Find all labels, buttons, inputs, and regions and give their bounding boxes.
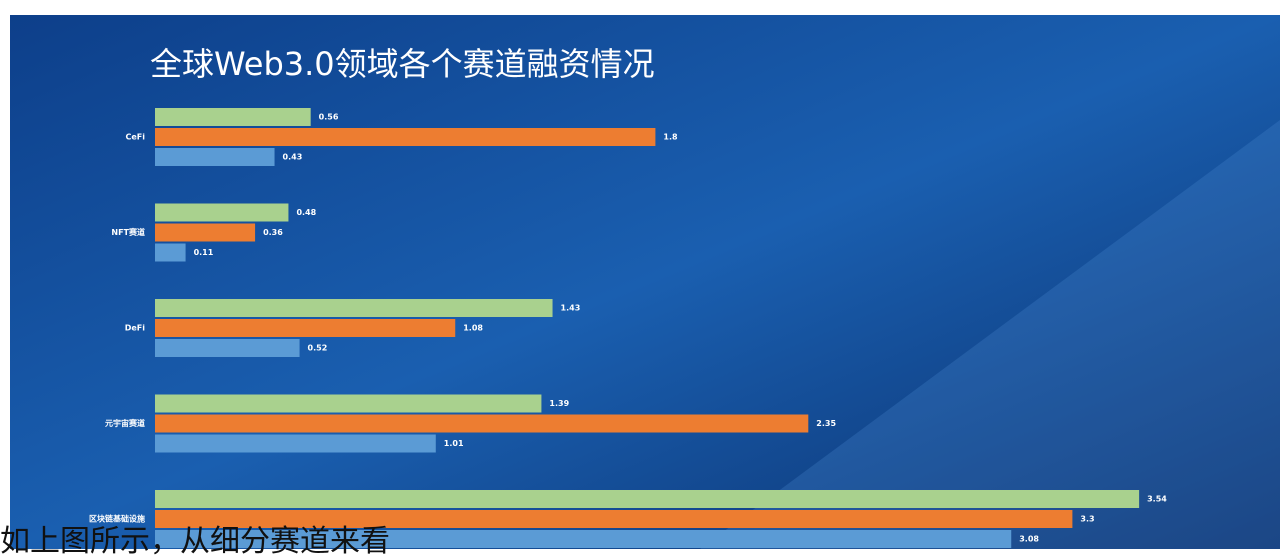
- bar: [155, 299, 553, 317]
- bar: [155, 434, 436, 453]
- bar: [155, 339, 300, 357]
- bar: [155, 148, 275, 166]
- value-label: 2.35: [816, 419, 836, 428]
- category-label: 元宇宙赛道: [105, 418, 145, 428]
- bar: [155, 510, 1073, 528]
- bar: [155, 243, 186, 262]
- value-label: 0.52: [308, 344, 328, 353]
- bar: [155, 530, 1012, 548]
- value-label: 0.48: [296, 208, 316, 217]
- bar: [155, 490, 1140, 508]
- category-label: NFT赛道: [111, 227, 145, 237]
- bar: [155, 108, 311, 126]
- bar: [155, 223, 256, 242]
- bar: [155, 414, 809, 433]
- bar: [155, 394, 542, 413]
- value-label: 0.43: [283, 153, 303, 162]
- value-label: 0.36: [263, 228, 283, 237]
- value-label: 0.11: [194, 248, 214, 257]
- bar: [155, 319, 456, 337]
- decor: [700, 120, 1280, 549]
- value-label: 3.08: [1019, 535, 1039, 544]
- category-label: DeFi: [125, 324, 146, 333]
- bar: [155, 128, 656, 146]
- value-label: 1.01: [444, 439, 464, 448]
- value-label: 3.3: [1080, 515, 1094, 524]
- background: [10, 15, 1280, 549]
- category-label: 区块链基础设施: [89, 514, 145, 524]
- value-label: 3.54: [1147, 495, 1167, 504]
- caption: 如上图所示，从细分赛道来看: [0, 524, 390, 559]
- bar: [155, 203, 289, 222]
- chart-title: 全球Web3.0领域各个赛道融资情况: [150, 45, 655, 83]
- value-label: 1.39: [549, 399, 569, 408]
- value-label: 1.8: [663, 133, 678, 142]
- category-label: CeFi: [125, 133, 145, 142]
- value-label: 1.08: [463, 324, 483, 333]
- value-label: 1.43: [561, 304, 581, 313]
- value-label: 0.56: [319, 113, 339, 122]
